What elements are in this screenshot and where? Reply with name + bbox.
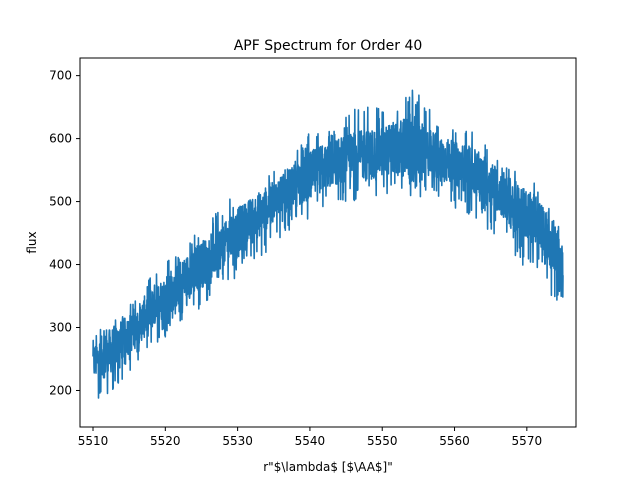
y-tick-label: 500 bbox=[49, 195, 72, 209]
chart-title: APF Spectrum for Order 40 bbox=[234, 38, 423, 54]
x-tick-label: 5550 bbox=[367, 434, 398, 448]
y-axis-label: flux bbox=[25, 231, 39, 253]
x-tick-label: 5570 bbox=[512, 434, 543, 448]
x-tick-label: 5530 bbox=[222, 434, 253, 448]
spectrum-line bbox=[92, 89, 564, 399]
plot-area bbox=[92, 89, 564, 399]
y-tick-label: 400 bbox=[49, 258, 72, 272]
y-tick-label: 300 bbox=[49, 321, 72, 335]
y-tick-label: 600 bbox=[49, 132, 72, 146]
x-tick-label: 5510 bbox=[78, 434, 109, 448]
axes-frame bbox=[79, 57, 577, 428]
y-axis: 200 300 400 500 600 700 bbox=[49, 69, 80, 397]
y-tick-label: 200 bbox=[49, 383, 72, 397]
x-tick-label: 5560 bbox=[439, 434, 470, 448]
x-tick-label: 5520 bbox=[150, 434, 181, 448]
y-tick-label: 700 bbox=[49, 69, 72, 83]
x-axis-label: r"$\lambda$ [$\AA$]" bbox=[263, 460, 393, 474]
x-tick-label: 5540 bbox=[295, 434, 326, 448]
x-axis: 5510 5520 5530 5540 5550 5560 5570 bbox=[78, 427, 542, 448]
